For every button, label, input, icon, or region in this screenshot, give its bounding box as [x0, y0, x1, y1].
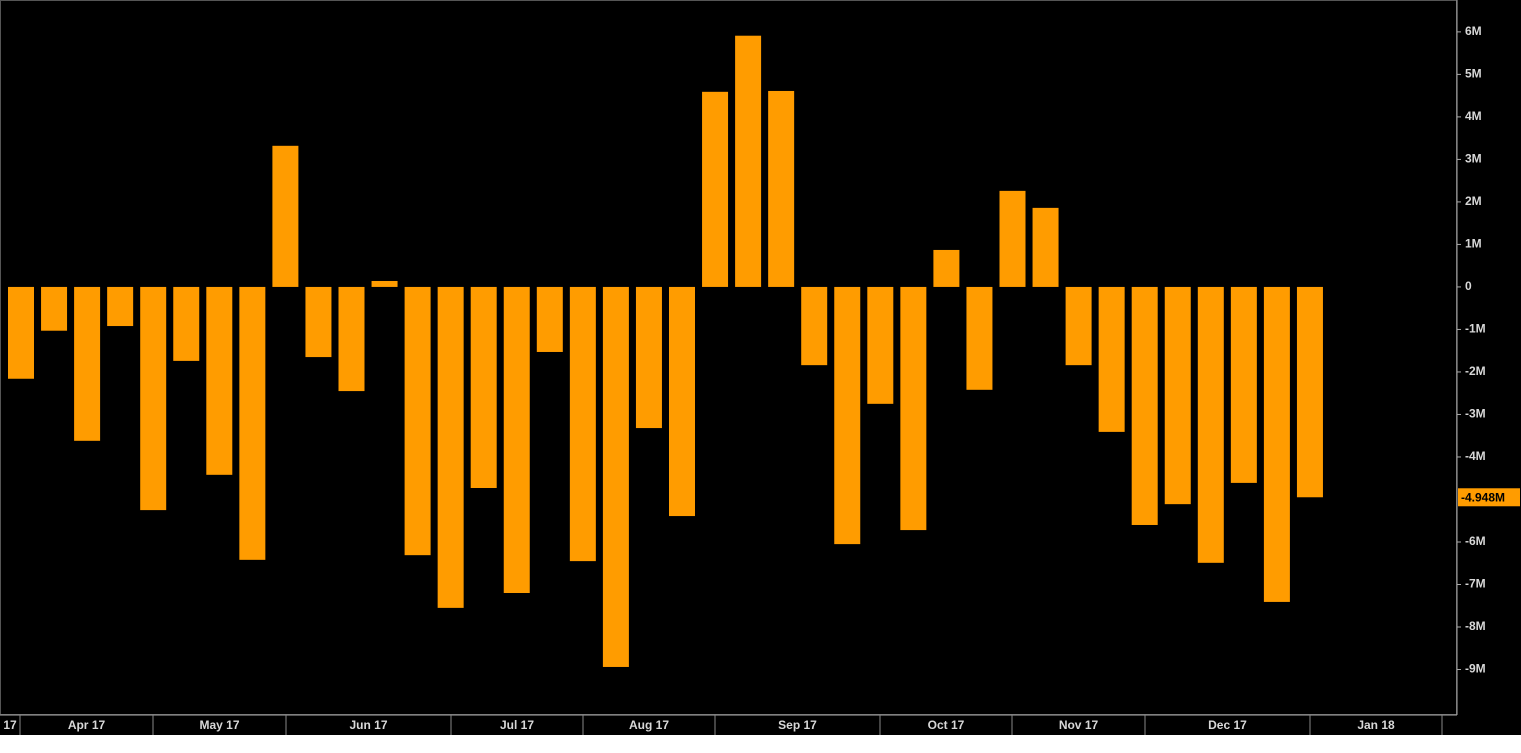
y-tick-label: 2M — [1465, 194, 1482, 208]
x-tick-label: Jul 17 — [500, 718, 534, 732]
bar — [140, 286, 167, 511]
y-tick-label: -4M — [1465, 449, 1486, 463]
bar — [735, 35, 762, 287]
bar — [635, 286, 662, 429]
x-tick-label: Oct 17 — [928, 718, 965, 732]
bar — [470, 286, 497, 489]
x-tick-label: Nov 17 — [1059, 718, 1099, 732]
bar — [338, 286, 365, 392]
y-tick-label: 5M — [1465, 67, 1482, 81]
bar — [74, 286, 101, 441]
bar — [1131, 286, 1158, 525]
bar — [371, 280, 398, 287]
bar — [569, 286, 596, 562]
bar — [1197, 286, 1224, 563]
last-value-box — [1458, 488, 1520, 507]
bar — [1098, 286, 1125, 432]
bar — [702, 91, 729, 287]
y-tick-label: -1M — [1465, 322, 1486, 336]
bar — [966, 286, 993, 390]
x-tick-label: Apr 17 — [68, 718, 106, 732]
bar — [602, 286, 629, 667]
bar — [768, 90, 795, 287]
bar — [404, 286, 431, 556]
bar — [503, 286, 530, 593]
bar — [272, 145, 299, 287]
y-tick-label: 0 — [1465, 279, 1472, 293]
bar — [867, 286, 894, 404]
x-tick-label: Aug 17 — [629, 718, 669, 732]
last-value-label: -4.948M — [1461, 490, 1505, 504]
bar — [41, 286, 68, 331]
y-tick-label: -6M — [1465, 534, 1486, 548]
y-tick-label: 1M — [1465, 237, 1482, 251]
y-tick-label: -9M — [1465, 662, 1486, 676]
bar — [8, 286, 34, 379]
bar — [669, 286, 695, 517]
y-tick-label: 4M — [1465, 109, 1482, 123]
x-tick-label: May 17 — [199, 718, 239, 732]
bar — [801, 286, 828, 366]
y-tick-label: -2M — [1465, 364, 1486, 378]
y-tick-label: -8M — [1465, 619, 1486, 633]
bar — [933, 249, 960, 287]
bar — [999, 190, 1026, 287]
x-tick-label: 17 — [3, 718, 17, 732]
bar — [1230, 286, 1257, 483]
bar — [437, 286, 464, 608]
x-tick-label: Jan 18 — [1357, 718, 1395, 732]
bar — [536, 286, 563, 352]
y-tick-label: -3M — [1465, 407, 1486, 421]
bar — [173, 286, 200, 361]
bar — [1065, 286, 1092, 366]
bar — [900, 286, 927, 531]
bar — [834, 286, 861, 545]
bar — [1296, 286, 1323, 498]
bar — [239, 286, 266, 560]
y-tick-label: -7M — [1465, 577, 1486, 591]
y-tick-label: 6M — [1465, 24, 1482, 38]
bar — [1263, 286, 1290, 602]
bar — [305, 286, 332, 358]
x-tick-label: Jun 17 — [349, 718, 387, 732]
bar — [1164, 286, 1191, 505]
y-tick-label: 3M — [1465, 152, 1482, 166]
bar — [107, 286, 134, 327]
bar — [1032, 207, 1059, 287]
x-tick-label: Dec 17 — [1208, 718, 1247, 732]
bar — [206, 286, 233, 475]
x-tick-label: Sep 17 — [778, 718, 817, 732]
